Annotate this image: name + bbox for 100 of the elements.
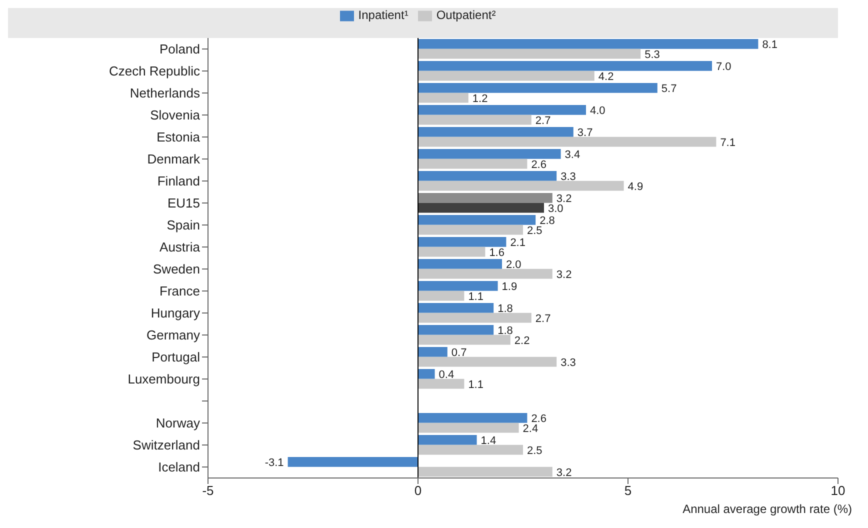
data-label: 3.3	[560, 356, 576, 369]
legend-label: Outpatient²	[436, 8, 496, 22]
data-label: 3.4	[564, 148, 580, 161]
bar	[418, 114, 532, 125]
y-tick-label: France	[160, 284, 200, 299]
y-tick-label: Czech Republic	[108, 64, 200, 79]
bar	[418, 149, 561, 159]
y-tick-label: Portugal	[152, 350, 200, 365]
bar	[418, 180, 624, 191]
data-label: 1.8	[498, 324, 513, 337]
bar	[418, 347, 448, 357]
data-label: 0.4	[438, 368, 454, 381]
bar	[418, 444, 523, 455]
bar	[418, 422, 519, 433]
y-tick-label: Norway	[156, 416, 200, 431]
data-label: 3.7	[577, 126, 593, 139]
data-label: 5.3	[644, 48, 660, 61]
data-label: 3.0	[548, 202, 564, 215]
y-tick-label: Estonia	[156, 130, 201, 145]
bar	[418, 105, 586, 115]
y-tick-label: Switzerland	[132, 438, 200, 453]
x-axis-title: Annual average growth rate (%)	[682, 502, 853, 516]
bar	[418, 246, 486, 257]
y-tick-label: Germany	[146, 328, 200, 343]
data-label: 2.6	[531, 158, 546, 171]
data-label: 2.2	[514, 334, 530, 347]
x-tick-label: -5	[202, 483, 214, 498]
data-label: 3.2	[556, 466, 572, 479]
data-label: 4.2	[598, 70, 614, 83]
bar	[418, 136, 716, 147]
bar	[418, 193, 552, 203]
bar	[418, 224, 523, 235]
bar	[418, 215, 536, 225]
bar	[418, 48, 641, 59]
bar	[418, 290, 464, 301]
y-tick-label: Netherlands	[130, 86, 200, 101]
data-label: 2.5	[527, 224, 542, 237]
y-tick-label: Finland	[157, 174, 200, 189]
y-tick-label: Sweden	[153, 262, 200, 277]
data-label: 2.1	[510, 236, 526, 249]
bar	[418, 83, 658, 93]
y-tick-label: Denmark	[147, 152, 200, 167]
data-label: 2.0	[506, 258, 522, 271]
data-label: 1.9	[502, 280, 518, 293]
data-label: 3.2	[556, 268, 572, 281]
data-label: 1.1	[468, 378, 484, 391]
data-label: 2.6	[531, 412, 546, 425]
bar	[418, 325, 494, 335]
bar	[418, 413, 528, 423]
y-tick-label: Iceland	[158, 460, 200, 475]
bar	[418, 92, 468, 103]
bar	[418, 369, 435, 379]
data-label: 1.1	[468, 290, 484, 303]
bar	[418, 39, 758, 49]
data-label: 4.9	[628, 180, 644, 193]
data-label: -3.1	[264, 456, 284, 469]
data-label: 4.0	[590, 104, 606, 117]
bar	[418, 312, 532, 323]
bar	[418, 158, 528, 169]
y-tick-label: Hungary	[150, 306, 200, 321]
bar	[418, 259, 502, 269]
data-label: 2.7	[535, 312, 551, 325]
bar	[418, 70, 594, 81]
data-label: 2.5	[527, 444, 542, 457]
data-label: 5.7	[661, 82, 677, 95]
data-label: 2.7	[535, 114, 551, 127]
data-label: 3.3	[560, 170, 576, 183]
data-label: 7.1	[720, 136, 736, 149]
y-tick-label: Slovenia	[150, 108, 201, 123]
bar	[418, 356, 557, 367]
bar	[418, 237, 506, 247]
bar	[288, 457, 418, 467]
legend-label: Inpatient¹	[358, 8, 408, 22]
data-label: 8.1	[762, 38, 778, 51]
data-label: 2.4	[522, 422, 538, 435]
bar	[418, 303, 494, 313]
y-tick-label: Austria	[160, 240, 201, 255]
bar	[418, 466, 552, 477]
bar	[418, 171, 557, 181]
bar	[418, 378, 464, 389]
x-tick-label: 0	[414, 483, 422, 498]
x-tick-label: 5	[624, 483, 632, 498]
bar	[418, 61, 712, 71]
y-tick-label: Spain	[166, 218, 200, 233]
bar	[418, 202, 544, 213]
data-label: 7.0	[716, 60, 732, 73]
y-tick-label: Luxembourg	[128, 372, 200, 387]
x-tick-label: 10	[830, 483, 846, 498]
bar	[418, 268, 552, 279]
data-label: 3.2	[556, 192, 572, 205]
data-label: 1.2	[472, 92, 488, 105]
data-label: 0.7	[451, 346, 467, 359]
data-label: 1.6	[489, 246, 504, 259]
data-label: 1.8	[498, 302, 513, 315]
y-tick-label: EU15	[167, 196, 200, 211]
bar	[418, 281, 498, 291]
bar	[418, 127, 574, 137]
data-label: 2.8	[540, 214, 555, 227]
y-tick-label: Poland	[160, 42, 200, 57]
data-label: 1.4	[480, 434, 496, 447]
